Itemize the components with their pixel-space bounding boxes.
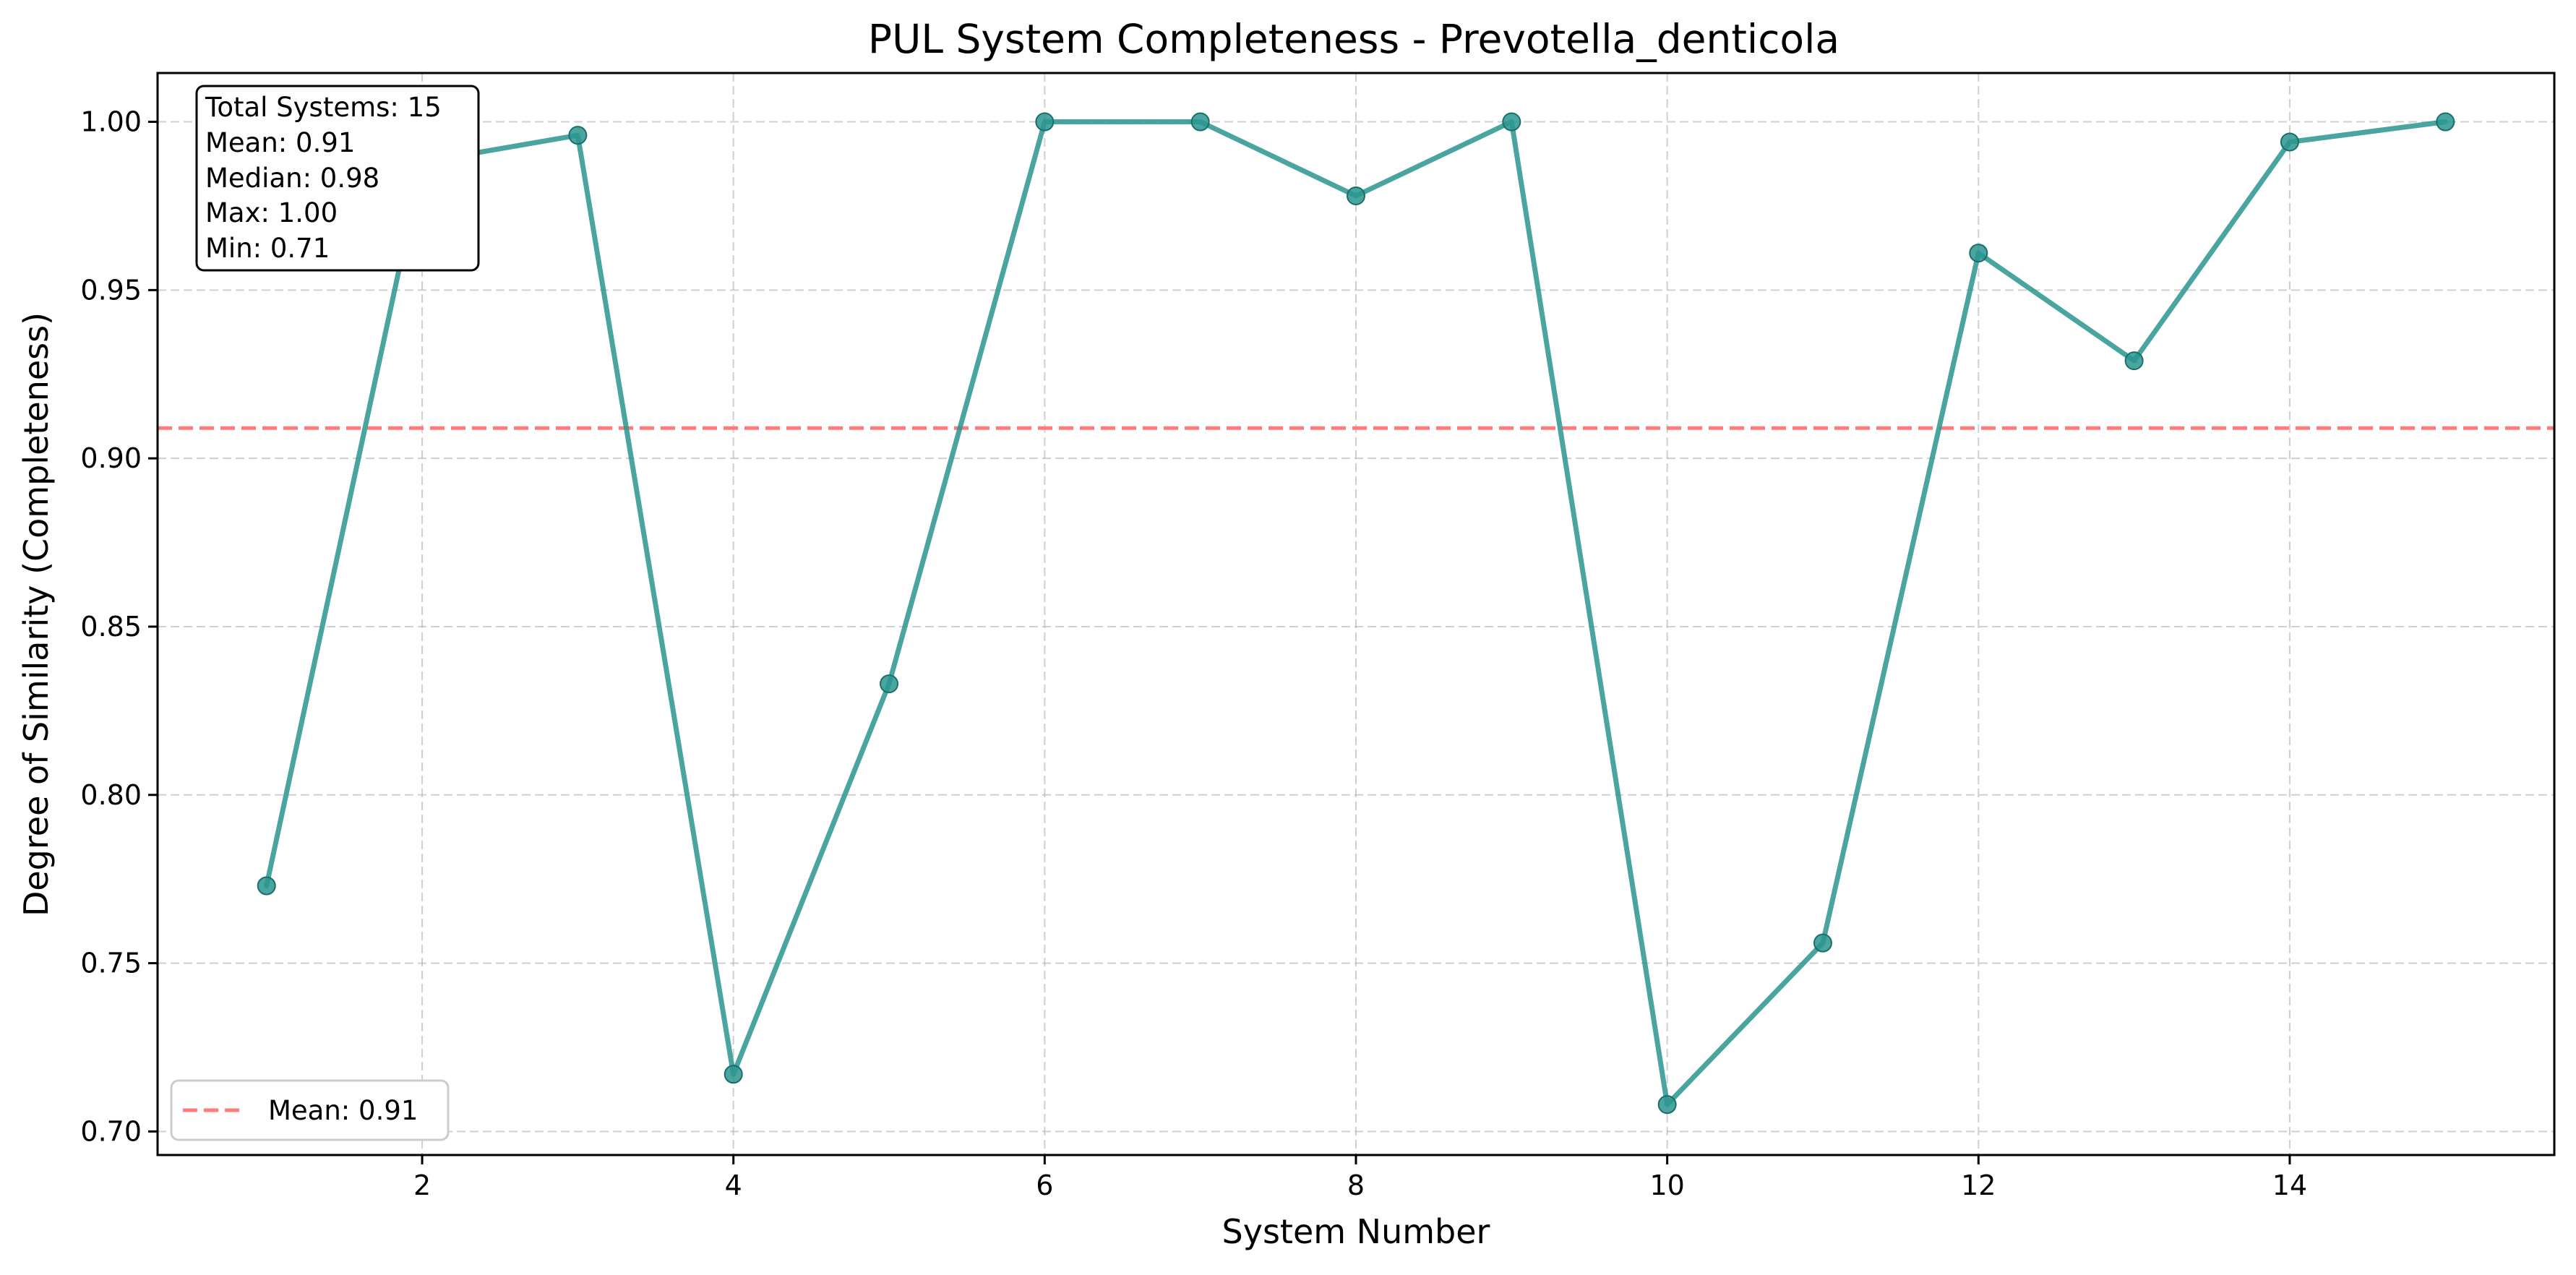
stats-max: Max: 1.00 (205, 197, 338, 228)
y-tick-label: 0.80 (80, 779, 142, 811)
data-point (257, 876, 276, 896)
chart-title: PUL System Completeness - Prevotella_den… (868, 16, 1839, 62)
data-point (2436, 112, 2455, 132)
y-tick-label: 0.75 (80, 948, 142, 979)
y-axis-label: Degree of Similarity (Completeness) (17, 312, 56, 916)
data-point (1969, 244, 1988, 263)
legend-mean-label: Mean: 0.91 (268, 1095, 418, 1126)
x-tick-label: 12 (1961, 1169, 1996, 1201)
data-point (1035, 112, 1055, 132)
x-tick-label: 14 (2272, 1169, 2307, 1201)
y-tick-label: 0.85 (80, 611, 142, 643)
data-point (2280, 132, 2299, 152)
x-tick-label: 6 (1036, 1169, 1053, 1201)
stats-mean: Mean: 0.91 (205, 127, 355, 158)
y-tick-label: 1.00 (80, 106, 142, 138)
legend: Mean: 0.91 (170, 1079, 450, 1141)
data-point (880, 674, 899, 694)
data-point (724, 1065, 743, 1084)
grid (158, 73, 2554, 1155)
x-tick-label: 4 (725, 1169, 742, 1201)
stats-min: Min: 0.71 (205, 233, 330, 264)
x-axis-label: System Number (1222, 1212, 1490, 1251)
legend-frame (170, 1079, 450, 1141)
y-tick-label: 0.90 (80, 442, 142, 474)
data-point (1347, 186, 1365, 205)
stats-box: Total Systems: 15 Mean: 0.91 Median: 0.9… (195, 85, 480, 272)
x-tick-label: 8 (1347, 1169, 1365, 1201)
ticks: 2 4 6 8 10 12 14 0.70 0.75 0.80 0.85 0.90 0.95 1.00 (80, 106, 2307, 1201)
data-point (2124, 351, 2144, 371)
stats-median: Median: 0.98 (205, 163, 379, 194)
stats-box-frame (195, 85, 480, 272)
data-point (568, 126, 588, 145)
data-point (1502, 112, 1521, 132)
data-point (1190, 112, 1210, 132)
y-tick-label: 0.95 (80, 274, 142, 306)
data-point (1813, 933, 1832, 953)
y-tick-label: 0.70 (80, 1115, 142, 1147)
x-tick-label: 10 (1649, 1169, 1684, 1201)
stats-total-systems: Total Systems: 15 (205, 92, 442, 123)
data-point (1657, 1095, 1677, 1115)
x-tick-label: 2 (413, 1169, 431, 1201)
